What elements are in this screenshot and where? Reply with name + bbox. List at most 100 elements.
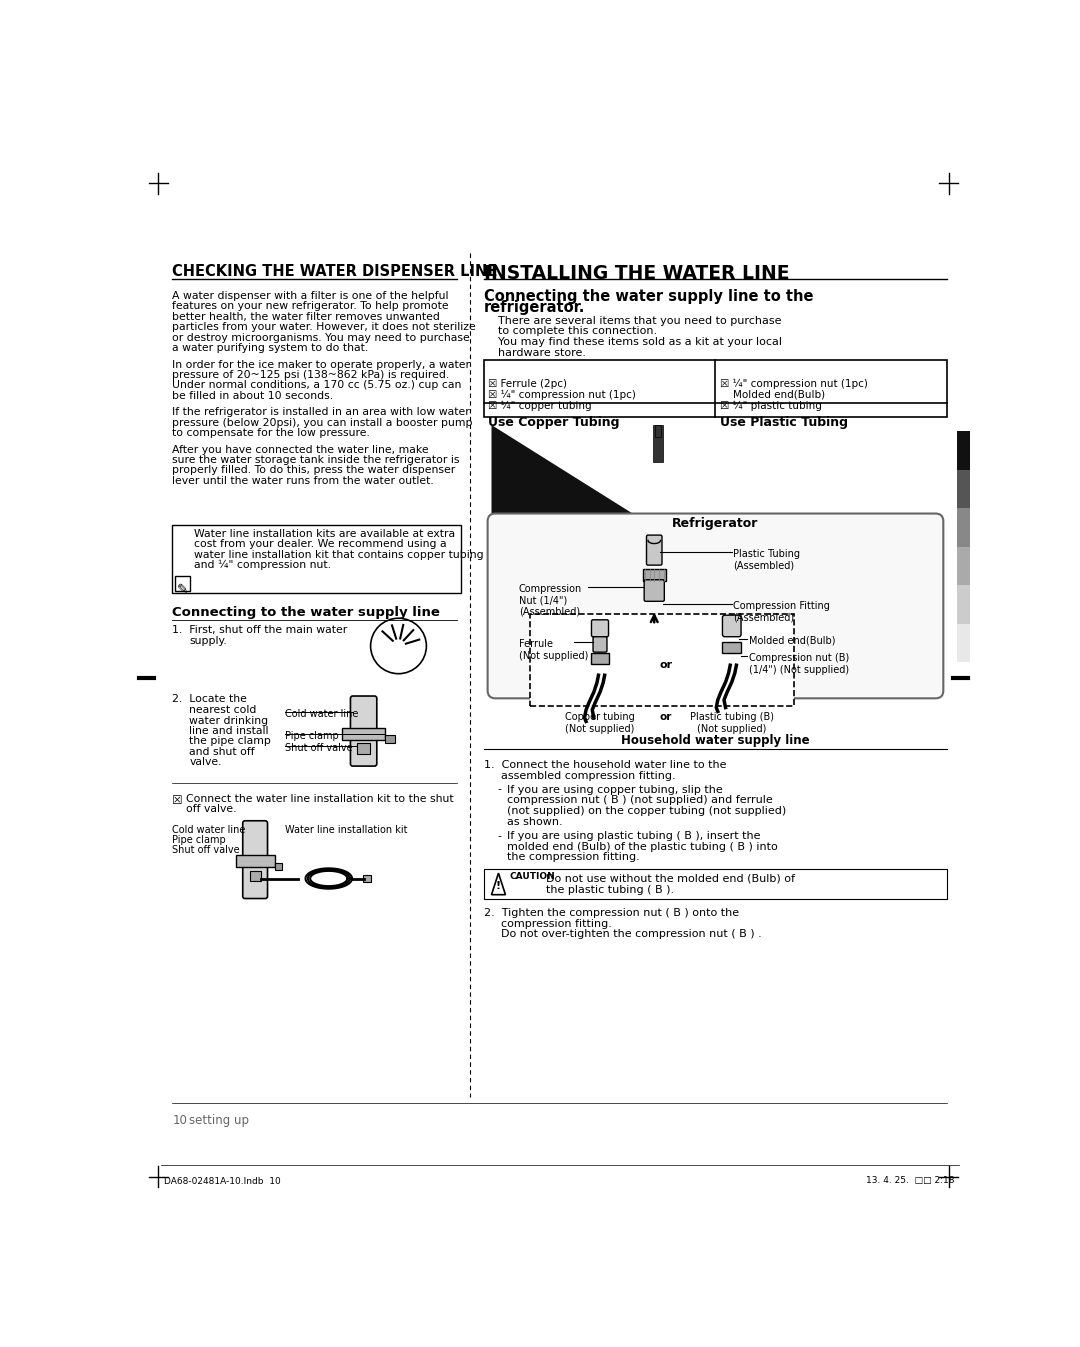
Bar [386,735,394,744]
Text: A water dispenser with a filter is one of the helpful: A water dispenser with a filter is one o… [172,291,448,300]
Text: valve.: valve. [189,757,221,768]
Text: Compression
Nut (1/4")
(Assembled): Compression Nut (1/4") (Assembled) [518,583,582,617]
Bar [484,869,947,898]
Text: Plastic Tubing
(Assembled): Plastic Tubing (Assembled) [733,550,800,571]
Bar [363,876,370,881]
Text: as shown.: as shown. [507,816,563,827]
Bar [653,426,663,462]
Text: Under normal conditions, a 170 cc (5.75 oz.) cup can: Under normal conditions, a 170 cc (5.75 … [172,380,461,391]
Bar [957,431,971,470]
FancyBboxPatch shape [644,579,664,601]
Text: !: ! [496,881,501,892]
Text: Do not over-tighten the compression nut ( B ) .: Do not over-tighten the compression nut … [501,929,761,939]
Text: Connecting to the water supply line: Connecting to the water supply line [172,606,440,618]
Text: -: - [498,831,502,841]
Text: supply.: supply. [189,636,227,647]
Text: Shut off valve: Shut off valve [284,744,352,753]
Text: the plastic tubing ( B ).: the plastic tubing ( B ). [545,885,674,894]
Bar [957,585,971,624]
Text: ☒ ¼" plastic tubing: ☒ ¼" plastic tubing [720,400,822,411]
Text: Compression Fitting
(Assembled): Compression Fitting (Assembled) [733,601,831,622]
Text: refrigerator.: refrigerator. [484,300,585,315]
Text: If you are using plastic tubing ( B ), insert the: If you are using plastic tubing ( B ), i… [507,831,760,841]
Text: ☒ ¼" copper tubing: ☒ ¼" copper tubing [488,400,592,411]
Text: be filled in about 10 seconds.: be filled in about 10 seconds. [172,391,334,400]
Text: Cold water line: Cold water line [284,709,357,719]
Text: line and install: line and install [189,726,269,735]
Text: setting up: setting up [189,1114,249,1127]
Text: 1.  First, shut off the main water: 1. First, shut off the main water [172,625,348,636]
Text: water drinking: water drinking [189,715,268,726]
Bar [957,470,971,508]
Polygon shape [491,426,638,517]
Bar [342,727,386,740]
Text: or: or [659,660,673,669]
Text: -: - [498,784,502,795]
Text: the pipe clamp: the pipe clamp [189,737,271,746]
Bar [357,744,369,754]
Text: and ¼" compression nut.: and ¼" compression nut. [194,560,330,570]
Text: nearest cold: nearest cold [189,706,257,715]
Text: Pipe clamp: Pipe clamp [284,730,338,741]
Bar [235,855,274,867]
Text: Use Copper Tubing: Use Copper Tubing [488,416,620,428]
Text: or destroy microorganisms. You may need to purchase: or destroy microorganisms. You may need … [172,333,470,342]
Text: ☒ ¼" compression nut (1pc): ☒ ¼" compression nut (1pc) [720,379,868,389]
FancyBboxPatch shape [593,637,607,652]
Text: Ferrule
(Not supplied): Ferrule (Not supplied) [518,638,588,660]
Text: 13. 4. 25.  □□ 2:18: 13. 4. 25. □□ 2:18 [866,1176,955,1185]
Text: In order for the ice maker to operate properly, a water: In order for the ice maker to operate pr… [172,360,470,369]
Text: off valve.: off valve. [186,804,237,814]
Text: 2.  Tighten the compression nut ( B ) onto the: 2. Tighten the compression nut ( B ) ont… [484,908,739,917]
Text: If the refrigerator is installed in an area with low water: If the refrigerator is installed in an a… [172,407,470,418]
FancyBboxPatch shape [350,696,377,766]
Text: ✎: ✎ [176,583,188,597]
Text: cost from your dealer. We recommend using a: cost from your dealer. We recommend usin… [194,539,446,550]
Bar [274,863,282,870]
Text: Shut off valve: Shut off valve [172,846,240,855]
Text: ☒ ¼" compression nut (1pc): ☒ ¼" compression nut (1pc) [488,389,636,400]
Text: ☒ Ferrule (2pc): ☒ Ferrule (2pc) [488,379,567,389]
Text: 10: 10 [172,1114,187,1127]
Text: INSTALLING THE WATER LINE: INSTALLING THE WATER LINE [484,264,789,283]
Polygon shape [491,873,505,894]
Text: Connecting the water supply line to the: Connecting the water supply line to the [484,288,813,303]
Text: assembled compression fitting.: assembled compression fitting. [501,770,675,781]
Text: 2.  Locate the: 2. Locate the [172,695,247,704]
Text: to complete this connection.: to complete this connection. [498,326,657,337]
Text: Water line installation kit: Water line installation kit [284,826,407,835]
Text: Refrigerator: Refrigerator [672,517,758,531]
Text: Cold water line: Cold water line [172,826,245,835]
Text: lever until the water runs from the water outlet.: lever until the water runs from the wate… [172,475,434,486]
Text: Compression nut (B)
(1/4") (Not supplied): Compression nut (B) (1/4") (Not supplied… [748,653,849,675]
Text: Pipe clamp: Pipe clamp [172,835,226,846]
Text: Connect the water line installation kit to the shut: Connect the water line installation kit … [186,793,454,804]
Text: CHECKING THE WATER DISPENSER LINE: CHECKING THE WATER DISPENSER LINE [172,264,498,279]
Text: a water purifying system to do that.: a water purifying system to do that. [172,343,368,353]
Text: Molded end(Bulb): Molded end(Bulb) [748,636,835,647]
Bar [175,577,190,591]
Text: If you are using copper tubing, slip the: If you are using copper tubing, slip the [507,784,723,795]
Text: the compression fitting.: the compression fitting. [507,853,639,862]
Bar [172,525,461,593]
Text: You may find these items sold as a kit at your local: You may find these items sold as a kit a… [498,337,782,348]
Text: Use Plastic Tubing: Use Plastic Tubing [720,416,848,428]
Text: sure the water storage tank inside the refrigerator is: sure the water storage tank inside the r… [172,455,460,465]
Bar [249,870,260,881]
Text: Do not use without the molded end (Bulb) of: Do not use without the molded end (Bulb)… [545,874,795,884]
FancyBboxPatch shape [243,820,268,898]
FancyBboxPatch shape [647,535,662,566]
Text: better health, the water filter removes unwanted: better health, the water filter removes … [172,311,440,322]
Text: to compensate for the low pressure.: to compensate for the low pressure. [172,428,370,438]
FancyBboxPatch shape [488,513,943,698]
Bar [957,624,971,663]
Bar [723,643,741,653]
Text: Plastic tubing (B)
(Not supplied): Plastic tubing (B) (Not supplied) [690,713,773,734]
Bar [656,426,661,436]
Text: There are several items that you need to purchase: There are several items that you need to… [498,315,781,326]
Text: 1.  Connect the household water line to the: 1. Connect the household water line to t… [484,760,726,770]
Text: Water line installation kits are available at extra: Water line installation kits are availab… [194,529,455,539]
Text: pressure (below 20psi), you can install a booster pump: pressure (below 20psi), you can install … [172,418,473,427]
Text: properly filled. To do this, press the water dispenser: properly filled. To do this, press the w… [172,466,456,475]
Text: features on your new refrigerator. To help promote: features on your new refrigerator. To he… [172,302,449,311]
